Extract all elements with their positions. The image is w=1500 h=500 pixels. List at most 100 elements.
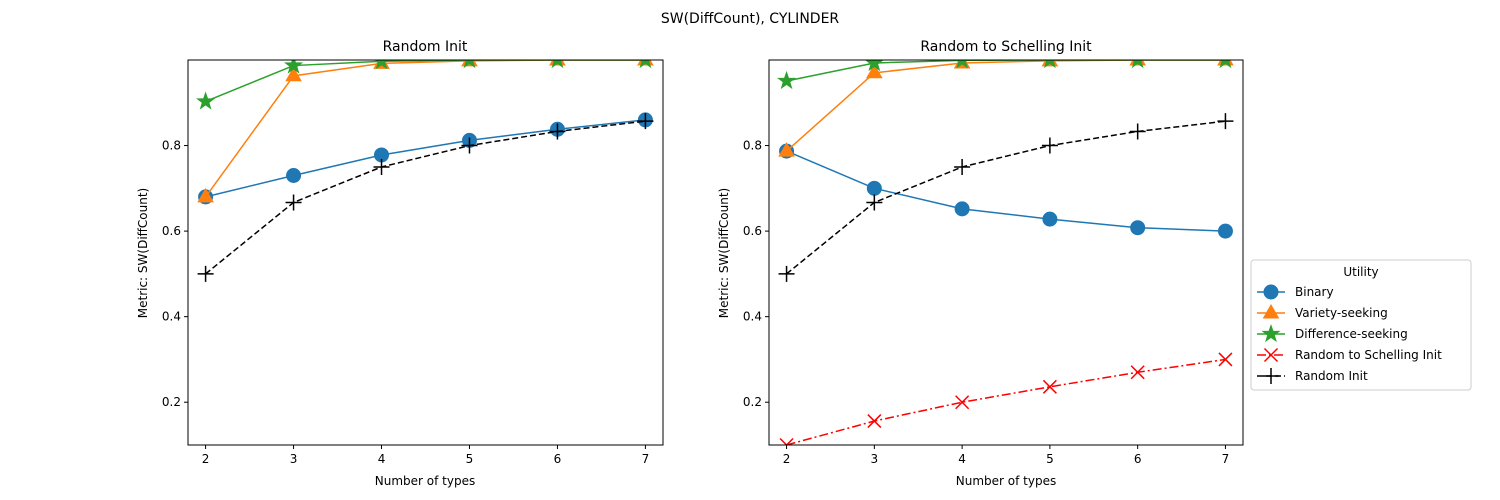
data-point [1043,60,1056,69]
x-axis-label: Number of types [956,474,1056,488]
data-point [639,60,652,69]
data-point [866,63,883,79]
x-tick-label: 6 [554,452,562,466]
x-tick-label: 2 [202,452,210,466]
series-line [786,60,1226,82]
data-point [867,414,882,429]
data-point [197,265,214,282]
data-point [954,158,971,175]
x-tick-label: 2 [783,452,791,466]
series-variety-seeking [778,60,1234,157]
data-point [463,60,476,69]
legend-marker [1261,323,1281,343]
data-point [549,123,566,140]
series-line [205,60,646,103]
y-axis-label: Metric: SW(DiffCount) [136,188,150,319]
legend: Utility Binary Variety-seeking Difference-… [1250,259,1472,391]
series-random-to-schelling-init [779,352,1233,445]
legend-label: Random to Schelling Init [1295,348,1442,362]
legend-label: Difference-seeking [1295,327,1408,341]
series-random-init [778,113,1234,282]
x-tick-label: 3 [290,452,298,466]
x-tick-label: 7 [1222,452,1230,466]
series-line [205,120,646,275]
data-point [1217,223,1233,239]
legend-marker [1263,347,1279,363]
plot-area [196,60,654,282]
series-binary [198,112,653,205]
data-point [777,70,797,90]
series-binary [779,143,1233,239]
data-point [866,194,883,211]
x-axis-label: Number of types [375,474,475,488]
data-point [956,60,969,69]
data-point [637,113,654,130]
series-random-init [197,113,654,282]
data-point [1217,113,1234,130]
figure-suptitle: SW(DiffCount), CYLINDER [661,11,840,27]
legend-frame [1250,259,1472,391]
data-point [197,187,214,203]
data-point [955,395,970,410]
data-point [1042,211,1058,227]
y-tick-label: 0.4 [743,310,762,324]
panel-title: Random Init [383,39,468,55]
legend-label: Random Init [1295,369,1368,383]
legend-entry: Variety-seeking [1257,303,1388,320]
x-tick-label: 3 [871,452,879,466]
legend-entry: Difference-seeking [1257,323,1408,343]
legend-label: Variety-seeking [1295,306,1388,320]
data-point [374,60,389,70]
axes-frame [187,59,664,446]
y-tick-label: 0.2 [162,395,181,409]
axes-frame [768,59,1244,446]
data-point [285,194,302,211]
legend-entry: Random to Schelling Init [1257,347,1442,363]
plot-area [777,60,1234,445]
panel-random-to-schelling-init: Random to Schelling Init Number of types… [717,39,1244,488]
legend-marker [1263,368,1279,384]
x-tick-label: 5 [466,452,474,466]
legend-marker [1262,303,1280,319]
data-point [866,180,882,196]
legend-label: Binary [1295,285,1334,299]
data-point [285,66,302,82]
y-tick-label: 0.6 [162,224,181,238]
series-line [786,60,1226,152]
data-point [779,437,794,445]
series-difference-seeking [777,60,1232,90]
panel-title: Random to Schelling Init [920,39,1092,55]
data-point [373,158,390,175]
y-tick-label: 0.6 [743,224,762,238]
panel-random-init: Random Init Number of types Metric: SW(D… [136,39,664,488]
x-tick-label: 6 [1134,452,1142,466]
x-tick-label: 4 [958,452,966,466]
legend-marker [1263,284,1279,300]
series-line [786,358,1226,445]
data-point [778,142,795,157]
series-line [786,150,1226,232]
x-tick-label: 5 [1046,452,1054,466]
y-tick-label: 0.8 [162,139,181,153]
data-point [1131,60,1144,69]
x-tick-label: 4 [378,452,386,466]
data-point [196,91,216,110]
series-line [786,120,1226,275]
y-tick-label: 0.4 [162,310,181,324]
y-tick-label: 0.2 [743,395,762,409]
y-tick-label: 0.8 [743,139,762,153]
data-point [1218,352,1233,367]
series-line [205,119,646,198]
data-point [1130,220,1146,236]
data-point [1042,379,1057,394]
data-point [1130,365,1145,380]
y-axis-label: Metric: SW(DiffCount) [717,188,731,319]
series-line [204,60,646,198]
data-point [778,265,795,282]
data-point [461,137,478,154]
data-point [286,168,302,183]
data-point [284,60,304,74]
data-point [551,60,564,69]
legend-entry: Random Init [1257,368,1368,384]
